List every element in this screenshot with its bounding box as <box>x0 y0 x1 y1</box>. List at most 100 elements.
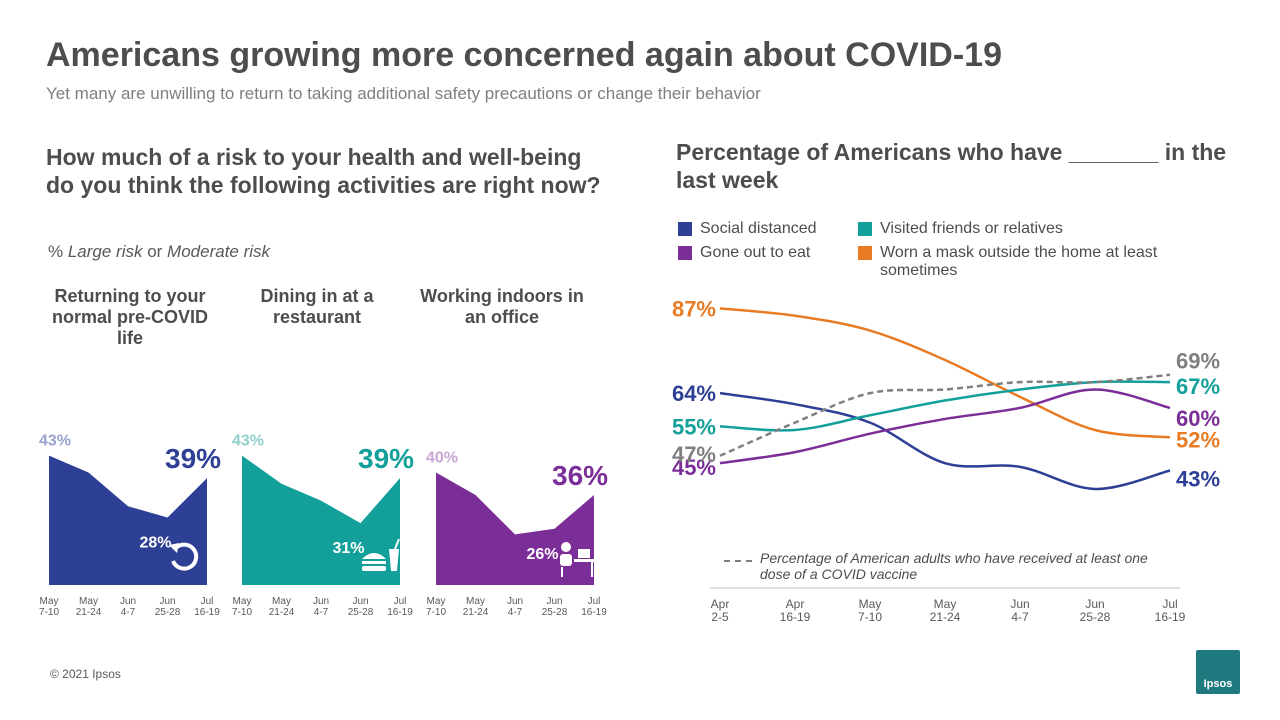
area-tick-label: May 7-10 <box>232 596 252 618</box>
area-title-returning: Returning to your normal pre-COVID life <box>51 286 209 348</box>
legend-label: Social distanced <box>700 220 817 237</box>
series-end-label: 60% <box>1176 406 1220 431</box>
ipsos-logo: Ipsos <box>1196 650 1240 694</box>
undo-icon <box>169 542 199 571</box>
tick-line: 25-28 <box>348 607 374 618</box>
tick-line: 16-19 <box>194 607 220 618</box>
tick-line: 4-7 <box>314 607 329 618</box>
note-italic-large: Large risk <box>67 242 143 261</box>
note-text-or: or <box>142 242 168 261</box>
area-title-office: Working indoors in an office <box>420 286 584 327</box>
burger-patty <box>362 561 386 564</box>
left-note: % Large risk or Moderate risk <box>48 242 270 262</box>
vaccine-dash-key <box>724 560 752 562</box>
tick-line: Jul <box>588 596 601 607</box>
tick-line: May <box>934 597 957 611</box>
burger-icon <box>362 538 400 571</box>
legend-label: Worn a mask outside the home at least so… <box>880 244 1158 279</box>
tick-line: Jun <box>120 596 136 607</box>
area-tick-label: May 21-24 <box>269 596 295 618</box>
area-tick-label: May 21-24 <box>76 596 102 618</box>
area-label-first: 43% <box>39 433 71 450</box>
legend-swatch <box>858 246 872 260</box>
tick-line: 7-10 <box>232 607 252 618</box>
tick-line: 7-10 <box>39 607 59 618</box>
series-line <box>719 388 1171 465</box>
desk-worker-icon <box>560 542 596 577</box>
monitor <box>578 549 590 558</box>
tick-line: 16-19 <box>581 607 607 618</box>
area-label-last: 39% <box>358 443 414 474</box>
tick-line: 4-7 <box>121 607 136 618</box>
series-end-label: 43% <box>1176 467 1220 492</box>
line-tick-label: Apr 2-5 <box>711 597 730 624</box>
area-tick-label: May 7-10 <box>39 596 59 618</box>
tick-line: 2-5 <box>711 610 729 624</box>
tick-line: 25-28 <box>155 607 181 618</box>
page-subtitle: Yet many are unwilling to return to taki… <box>46 84 761 103</box>
legend-swatch <box>678 222 692 236</box>
area-label-first: 43% <box>232 433 264 450</box>
tick-line: May <box>79 596 98 607</box>
tick-line: 4-7 <box>1011 610 1029 624</box>
tick-line: 21-24 <box>463 607 489 618</box>
tick-line: 25-28 <box>1080 610 1111 624</box>
area-tick-label: Jun 25-28 <box>348 596 374 618</box>
area-tick-label: Jun 4-7 <box>120 596 136 618</box>
area-fill <box>49 455 207 585</box>
tick-line: Jun <box>352 596 368 607</box>
logo-text: Ipsos <box>1203 678 1233 690</box>
tick-line: Jul <box>394 596 407 607</box>
series-line <box>719 380 1171 432</box>
series-start-label: 47% <box>672 442 716 467</box>
line-tick-label: Jun 25-28 <box>1080 597 1111 624</box>
tick-line: 16-19 <box>1155 610 1186 624</box>
area-tick-label: Jul 16-19 <box>581 596 607 618</box>
tick-line: 21-24 <box>76 607 102 618</box>
series-end-label: 69% <box>1176 349 1220 374</box>
series-start-label: 45% <box>672 455 716 480</box>
line-tick-label: Apr 16-19 <box>780 597 811 624</box>
series-end-label: 67% <box>1176 374 1220 399</box>
burger-bun <box>362 553 386 559</box>
legend-swatch <box>858 222 872 236</box>
area-label-low: 31% <box>333 540 365 557</box>
tick-line: Jun <box>546 596 562 607</box>
tick-line: 7-10 <box>858 610 882 624</box>
desk-top <box>574 559 596 562</box>
drink-cup <box>389 549 399 571</box>
area-fill <box>436 472 594 585</box>
tick-line: Jun <box>1085 597 1104 611</box>
undo-arc <box>171 542 199 571</box>
area-tick-label: Jul 16-19 <box>387 596 413 618</box>
area-label-last: 39% <box>165 443 221 474</box>
area-tick-label: Jun 25-28 <box>542 596 568 618</box>
area-tick-label: May 7-10 <box>426 596 446 618</box>
series-start-label: 64% <box>672 381 716 406</box>
area-tick-label: Jul 16-19 <box>194 596 220 618</box>
legend-label: Visited friends or relatives <box>880 220 1063 237</box>
tick-line: Jun <box>507 596 523 607</box>
tick-line: Jul <box>201 596 214 607</box>
tick-line: Jun <box>313 596 329 607</box>
tick-line: May <box>40 596 59 607</box>
area-fill <box>242 455 400 585</box>
tick-line: 16-19 <box>387 607 413 618</box>
tick-line: 21-24 <box>269 607 295 618</box>
series-start-label: 55% <box>672 414 716 439</box>
tick-line: Apr <box>711 597 730 611</box>
tick-line: 21-24 <box>930 610 961 624</box>
tick-line: Jun <box>159 596 175 607</box>
series-start-label: 87% <box>672 296 716 321</box>
tick-line: 16-19 <box>780 610 811 624</box>
legend-swatch <box>678 246 692 260</box>
tick-line: May <box>272 596 291 607</box>
tick-line: 7-10 <box>426 607 446 618</box>
tick-line: Apr <box>786 597 805 611</box>
tick-line: May <box>427 596 446 607</box>
drink-straw <box>394 538 400 550</box>
series-line <box>719 391 1171 491</box>
burger-bottom <box>362 566 386 571</box>
legend-social-distanced: Social distanced <box>678 220 817 238</box>
